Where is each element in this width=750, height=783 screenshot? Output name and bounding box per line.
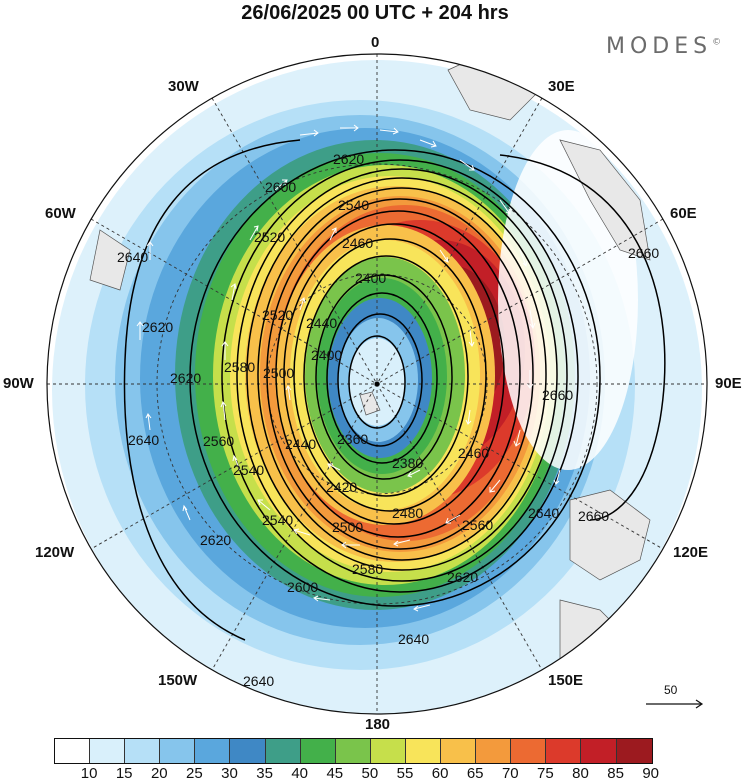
contour-label-2660-inner: 2660 <box>542 387 573 403</box>
contour-label-2620-lower-left: 2620 <box>200 532 231 548</box>
colorbar-swatch <box>300 739 336 763</box>
brand-name: MODES <box>606 34 713 59</box>
contour-label-2640-right: 2640 <box>528 505 559 521</box>
contour-label-2500-lower: 2500 <box>332 519 363 535</box>
colorbar-swatch <box>546 739 582 763</box>
contour-labels: 2620 2600 2540 2460 2400 2520 2440 2520 … <box>117 151 659 689</box>
brand-mark: © <box>712 37 722 48</box>
map-title: 26/06/2025 00 UTC + 204 hrs <box>241 2 509 24</box>
contour-label-2480: 2480 <box>392 505 423 521</box>
contour-label-2640-bottom: 2640 <box>398 631 429 647</box>
map-border <box>46 53 708 715</box>
colorbar-swatch <box>405 739 442 763</box>
colorbar-swatch <box>55 739 91 763</box>
contour-label-2620-top: 2620 <box>333 151 364 167</box>
contour-label-2540-left: 2540 <box>233 462 264 478</box>
contour-label-2400-left: 2400 <box>311 347 342 363</box>
lon-label-150e: 150E <box>548 672 584 689</box>
reference-vector-label: 50 <box>664 683 678 697</box>
colorbar-tick-label: 70 <box>501 765 519 782</box>
colorbar-tick-label: 55 <box>396 765 414 782</box>
colorbar-swatch <box>476 739 512 763</box>
contour-label-2660-lower-right: 2660 <box>578 508 609 524</box>
contour-label-2560-lower: 2560 <box>462 517 493 533</box>
colorbar-tick-label: 80 <box>572 765 589 782</box>
lon-label-180: 180 <box>365 716 391 733</box>
colorbar-swatch <box>160 739 196 763</box>
colorbar-swatch <box>125 739 161 763</box>
polar-map: 2620 2600 2540 2460 2400 2520 2440 2520 … <box>46 53 708 715</box>
colorbar-swatch <box>335 739 371 763</box>
contour-label-2640-left: 2640 <box>128 432 159 448</box>
contour-label-2600-lower: 2600 <box>287 579 318 595</box>
colorbar-swatch <box>441 739 477 763</box>
reference-vector-arrow-icon <box>646 699 704 709</box>
colorbar-tick-label: 10 <box>80 765 98 782</box>
colorbar-tick-label: 15 <box>115 765 133 782</box>
colorbar-tick-label: 75 <box>537 765 554 782</box>
colorbar-tick-label: 60 <box>431 765 449 782</box>
pole-marker <box>374 381 380 387</box>
colorbar-swatch <box>90 739 126 763</box>
contour-label-2400-top: 2400 <box>355 270 386 286</box>
contour-label-2660-right: 2660 <box>628 245 659 261</box>
contour-label-2440-lower: 2440 <box>285 436 316 452</box>
colorbar-tick-label: 45 <box>326 765 344 782</box>
contour-label-2580-lower: 2580 <box>352 561 383 577</box>
contour-label-2560-left: 2560 <box>203 433 234 449</box>
colorbar-tick-label: 30 <box>221 765 238 782</box>
colorbar-tick-label: 35 <box>256 765 273 782</box>
colorbar-tick-label: 40 <box>291 765 309 782</box>
colorbar-swatch <box>370 739 406 763</box>
colorbar-tick-label: 65 <box>466 765 484 782</box>
contour-label-2640-upper-left: 2640 <box>117 249 148 265</box>
contour-label-2520: 2520 <box>254 229 285 245</box>
contour-label-2600-top: 2600 <box>265 179 296 195</box>
lon-label-120w: 120W <box>35 544 75 561</box>
contour-label-2360: 2360 <box>337 431 368 447</box>
lon-label-0: 0 <box>371 34 380 51</box>
lon-label-90e: 90E <box>715 375 742 392</box>
lon-label-120e: 120E <box>673 544 709 561</box>
contour-label-2460: 2460 <box>342 235 373 251</box>
brand-logo: MODES© <box>606 34 721 59</box>
contour-label-2540-top: 2540 <box>338 197 369 213</box>
colorbar-tick-label: 25 <box>186 765 203 782</box>
contour-label-2640-bottom-left: 2640 <box>243 673 274 689</box>
contour-label-2500-left: 2500 <box>263 365 294 381</box>
colorbar <box>54 738 653 764</box>
contour-label-2520-left: 2520 <box>262 307 293 323</box>
contour-label-2380: 2380 <box>392 455 423 471</box>
colorbar-tick-label: 50 <box>361 765 379 782</box>
lon-label-90w: 90W <box>3 375 34 392</box>
lon-label-150w: 150W <box>158 672 198 689</box>
lon-label-60e: 60E <box>670 205 697 222</box>
colorbar-tick-label: 85 <box>607 765 624 782</box>
contour-label-2440: 2440 <box>306 315 337 331</box>
colorbar-swatch <box>616 739 652 763</box>
contour-label-2420: 2420 <box>326 479 357 495</box>
colorbar-swatch <box>511 739 547 763</box>
geopotential-contours <box>123 139 666 641</box>
colorbar-swatch <box>265 739 301 763</box>
contour-label-2580-left: 2580 <box>224 359 255 375</box>
lon-label-30w: 30W <box>168 78 199 95</box>
colorbar-tick-label: 90 <box>642 765 660 782</box>
colorbar-swatch <box>195 739 231 763</box>
wind-vectors <box>136 124 561 612</box>
contour-label-2460-lower: 2460 <box>458 445 489 461</box>
lon-label-60w: 60W <box>45 205 76 222</box>
colorbar-swatch <box>230 739 266 763</box>
colorbar-labels: 10 15 20 25 30 35 40 45 50 55 60 65 70 75 80 85 90 <box>0 765 750 783</box>
contour-label-2620-lower: 2620 <box>447 569 478 585</box>
contour-label-2540-lower: 2540 <box>262 512 293 528</box>
colorbar-swatch <box>581 739 617 763</box>
colorbar-tick-label: 20 <box>150 765 168 782</box>
contour-label-2620-left: 2620 <box>142 319 173 335</box>
lon-label-30e: 30E <box>548 78 575 95</box>
contour-label-2620-left2: 2620 <box>170 370 201 386</box>
